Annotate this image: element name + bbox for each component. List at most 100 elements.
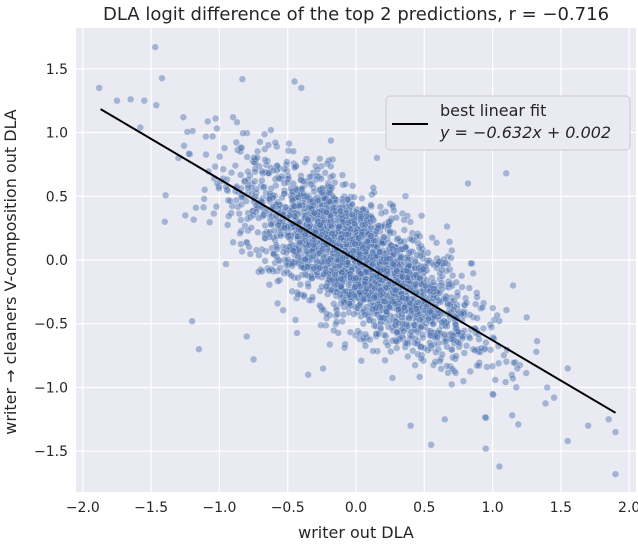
- legend-title: best linear fit: [440, 101, 546, 120]
- scatter-point: [432, 348, 440, 356]
- scatter-point: [611, 428, 620, 436]
- scatter-point: [202, 132, 210, 141]
- scatter-point: [279, 248, 287, 256]
- scatter-point: [458, 334, 467, 342]
- scatter-point: [402, 339, 410, 347]
- scatter-point: [523, 313, 531, 321]
- scatter-point: [158, 74, 166, 82]
- scatter-point: [444, 277, 453, 286]
- scatter-point: [313, 166, 322, 174]
- scatter-point: [373, 154, 381, 162]
- scatter-point: [466, 334, 474, 342]
- scatter-point: [541, 399, 550, 408]
- scatter-point: [429, 278, 438, 286]
- scatter-point: [262, 247, 270, 255]
- scatter-point: [417, 354, 425, 363]
- scatter-point: [327, 162, 335, 170]
- scatter-point: [282, 261, 290, 269]
- scatter-point: [263, 157, 272, 165]
- scatter-point: [386, 227, 394, 235]
- scatter-points: [95, 43, 620, 478]
- scatter-point: [260, 183, 268, 191]
- scatter-point: [336, 207, 344, 215]
- scatter-point: [272, 181, 280, 190]
- scatter-point: [374, 222, 382, 230]
- scatter-point: [301, 158, 309, 166]
- scatter-point: [237, 240, 245, 248]
- scatter-point: [324, 257, 332, 265]
- scatter-point: [483, 363, 491, 371]
- scatter-point: [508, 411, 516, 419]
- scatter-point: [243, 332, 251, 341]
- scatter-point: [436, 275, 444, 283]
- scatter-point: [327, 136, 335, 145]
- scatter-point: [219, 165, 227, 173]
- scatter-point: [366, 335, 374, 344]
- scatter-point: [466, 367, 474, 376]
- scatter-point: [284, 255, 292, 264]
- scatter-point: [489, 391, 497, 399]
- scatter-point: [294, 253, 302, 261]
- scatter-point: [307, 204, 316, 213]
- scatter-point: [348, 298, 356, 306]
- scatter-point: [419, 330, 427, 339]
- scatter-point: [181, 211, 189, 219]
- scatter-point: [372, 252, 380, 260]
- scatter-point: [283, 267, 291, 275]
- scatter-point: [465, 284, 473, 292]
- scatter-point: [400, 216, 408, 224]
- scatter-point: [299, 177, 307, 185]
- scatter-point: [308, 274, 316, 283]
- scatter-point: [358, 194, 366, 202]
- scatter-point: [243, 153, 251, 161]
- scatter-point: [394, 305, 403, 313]
- scatter-point: [261, 234, 269, 242]
- y-tick-label: −1.5: [34, 444, 68, 460]
- scatter-point: [348, 211, 356, 219]
- scatter-point: [185, 150, 193, 158]
- scatter-point: [411, 361, 419, 369]
- scatter-point: [393, 235, 401, 243]
- scatter-point: [605, 415, 613, 423]
- scatter-point: [253, 147, 262, 155]
- scatter-point: [238, 144, 246, 152]
- scatter-point: [351, 283, 359, 291]
- scatter-point: [495, 462, 504, 471]
- scatter-point: [306, 173, 314, 181]
- scatter-point: [343, 195, 352, 204]
- scatter-point: [387, 347, 395, 356]
- scatter-point: [329, 172, 337, 180]
- scatter-point: [297, 176, 305, 184]
- y-tick-label: 1.5: [46, 62, 68, 78]
- y-tick-label: −1.0: [34, 380, 68, 396]
- scatter-point: [350, 219, 359, 227]
- scatter-point: [487, 323, 496, 331]
- scatter-point: [258, 167, 266, 175]
- scatter-point: [406, 218, 414, 226]
- scatter-point: [394, 319, 403, 328]
- scatter-point: [361, 330, 370, 338]
- scatter-point: [316, 301, 324, 310]
- scatter-point: [352, 274, 360, 282]
- scatter-point: [392, 286, 400, 295]
- scatter-point: [564, 437, 572, 445]
- scatter-point: [427, 441, 435, 449]
- scatter-point: [302, 155, 311, 163]
- scatter-point: [361, 342, 370, 350]
- scatter-point: [195, 345, 203, 353]
- scatter-point: [449, 271, 457, 280]
- scatter-point: [462, 342, 471, 350]
- scatter-point: [500, 351, 508, 359]
- scatter-point: [514, 420, 522, 428]
- scatter-point: [318, 189, 326, 197]
- scatter-point: [435, 258, 443, 266]
- scatter-point: [464, 179, 472, 188]
- scatter-point: [421, 282, 430, 290]
- scatter-point: [370, 188, 378, 197]
- scatter-point: [419, 357, 427, 365]
- scatter-point: [400, 226, 408, 234]
- scatter-point: [276, 276, 284, 284]
- scatter-point: [351, 240, 359, 248]
- scatter-point: [533, 337, 541, 345]
- scatter-point: [386, 217, 395, 225]
